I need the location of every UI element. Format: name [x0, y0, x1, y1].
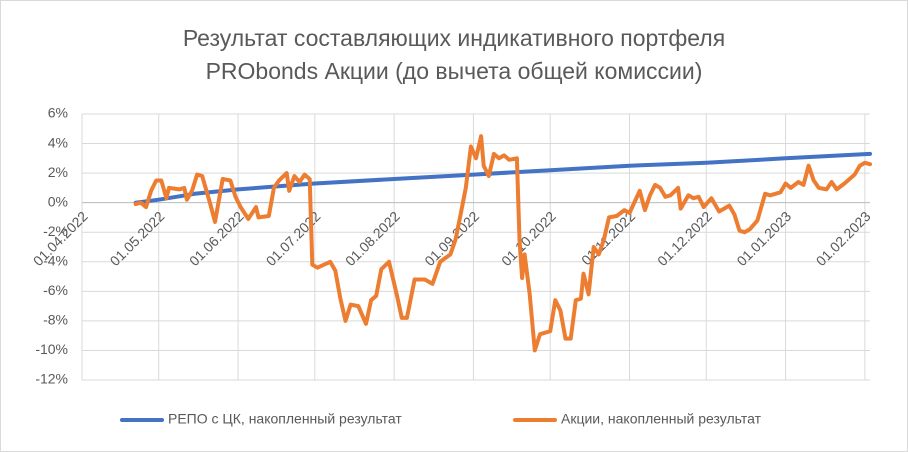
series-line	[133, 134, 872, 353]
y-tick-label: 2%	[48, 164, 68, 180]
y-tick-label: 6%	[48, 105, 68, 121]
legend-label: Акции, накопленный результат	[561, 411, 762, 427]
chart-title: Результат составляющих индикативного пор…	[183, 25, 725, 51]
y-tick-label: 0%	[48, 193, 68, 209]
y-tick-label: -2%	[43, 223, 68, 239]
y-tick-label: 4%	[48, 134, 68, 150]
y-tick-label: -4%	[43, 252, 68, 268]
chart-subtitle: PRObonds Акции (до вычета общей комиссии…	[206, 58, 703, 84]
y-tick-label: -12%	[35, 371, 68, 387]
legend-label: РЕПО с ЦК, накопленный результат	[168, 411, 402, 427]
y-tick-label: -8%	[43, 312, 68, 328]
y-tick-label: -10%	[35, 341, 68, 357]
y-tick-label: -6%	[43, 282, 68, 298]
